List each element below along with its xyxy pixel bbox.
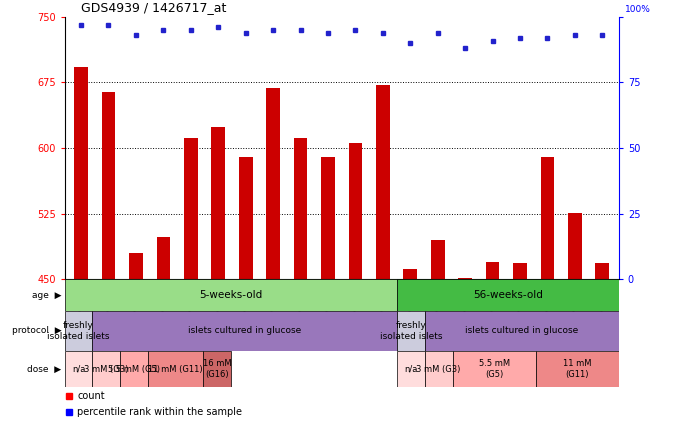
Text: 5-weeks-old: 5-weeks-old: [199, 290, 262, 300]
Text: 3 mM (G3): 3 mM (G3): [84, 365, 129, 374]
Bar: [101, 92, 116, 279]
Bar: [431, 240, 445, 279]
Bar: [65, 351, 92, 387]
Bar: [458, 278, 472, 279]
Bar: [486, 262, 499, 279]
Bar: [425, 351, 453, 387]
Text: 5.5 mM
(G5): 5.5 mM (G5): [479, 360, 510, 379]
Bar: [397, 279, 619, 311]
Bar: [453, 351, 536, 387]
Text: islets cultured in glucose: islets cultured in glucose: [188, 327, 301, 335]
Text: 11 mM (G11): 11 mM (G11): [148, 365, 203, 374]
Text: freshly
isolated islets: freshly isolated islets: [47, 321, 109, 341]
Bar: [65, 311, 92, 351]
Text: n/a: n/a: [405, 365, 418, 374]
Text: 56-weeks-old: 56-weeks-old: [473, 290, 543, 300]
Text: 11 mM
(G11): 11 mM (G11): [563, 360, 592, 379]
Text: islets cultured in glucose: islets cultured in glucose: [465, 327, 579, 335]
Bar: [403, 269, 417, 279]
Bar: [376, 85, 390, 279]
Bar: [129, 253, 143, 279]
Bar: [596, 264, 609, 279]
Bar: [65, 279, 397, 311]
Bar: [156, 237, 170, 279]
Bar: [203, 351, 231, 387]
Bar: [397, 351, 425, 387]
Bar: [294, 138, 307, 279]
Text: protocol  ▶: protocol ▶: [12, 327, 61, 335]
Bar: [211, 127, 225, 279]
Bar: [239, 157, 252, 279]
Bar: [74, 67, 88, 279]
Bar: [349, 143, 362, 279]
Text: 5.5 mM (G5): 5.5 mM (G5): [108, 365, 160, 374]
Bar: [568, 213, 582, 279]
Bar: [92, 311, 397, 351]
Text: 100%: 100%: [626, 5, 651, 14]
Text: GDS4939 / 1426717_at: GDS4939 / 1426717_at: [81, 1, 226, 14]
Text: count: count: [77, 391, 105, 401]
Text: dose  ▶: dose ▶: [27, 365, 61, 374]
Text: n/a: n/a: [72, 365, 85, 374]
Text: percentile rank within the sample: percentile rank within the sample: [77, 407, 242, 417]
Text: 16 mM
(G16): 16 mM (G16): [203, 360, 231, 379]
Bar: [513, 264, 527, 279]
Bar: [184, 137, 198, 279]
Bar: [321, 157, 335, 279]
Bar: [120, 351, 148, 387]
Bar: [397, 311, 425, 351]
Text: 3 mM (G3): 3 mM (G3): [416, 365, 461, 374]
Text: age  ▶: age ▶: [32, 291, 61, 299]
Text: freshly
isolated islets: freshly isolated islets: [379, 321, 442, 341]
Bar: [92, 351, 120, 387]
Bar: [425, 311, 619, 351]
Bar: [536, 351, 619, 387]
Bar: [541, 157, 554, 279]
Bar: [267, 88, 280, 279]
Bar: [148, 351, 203, 387]
